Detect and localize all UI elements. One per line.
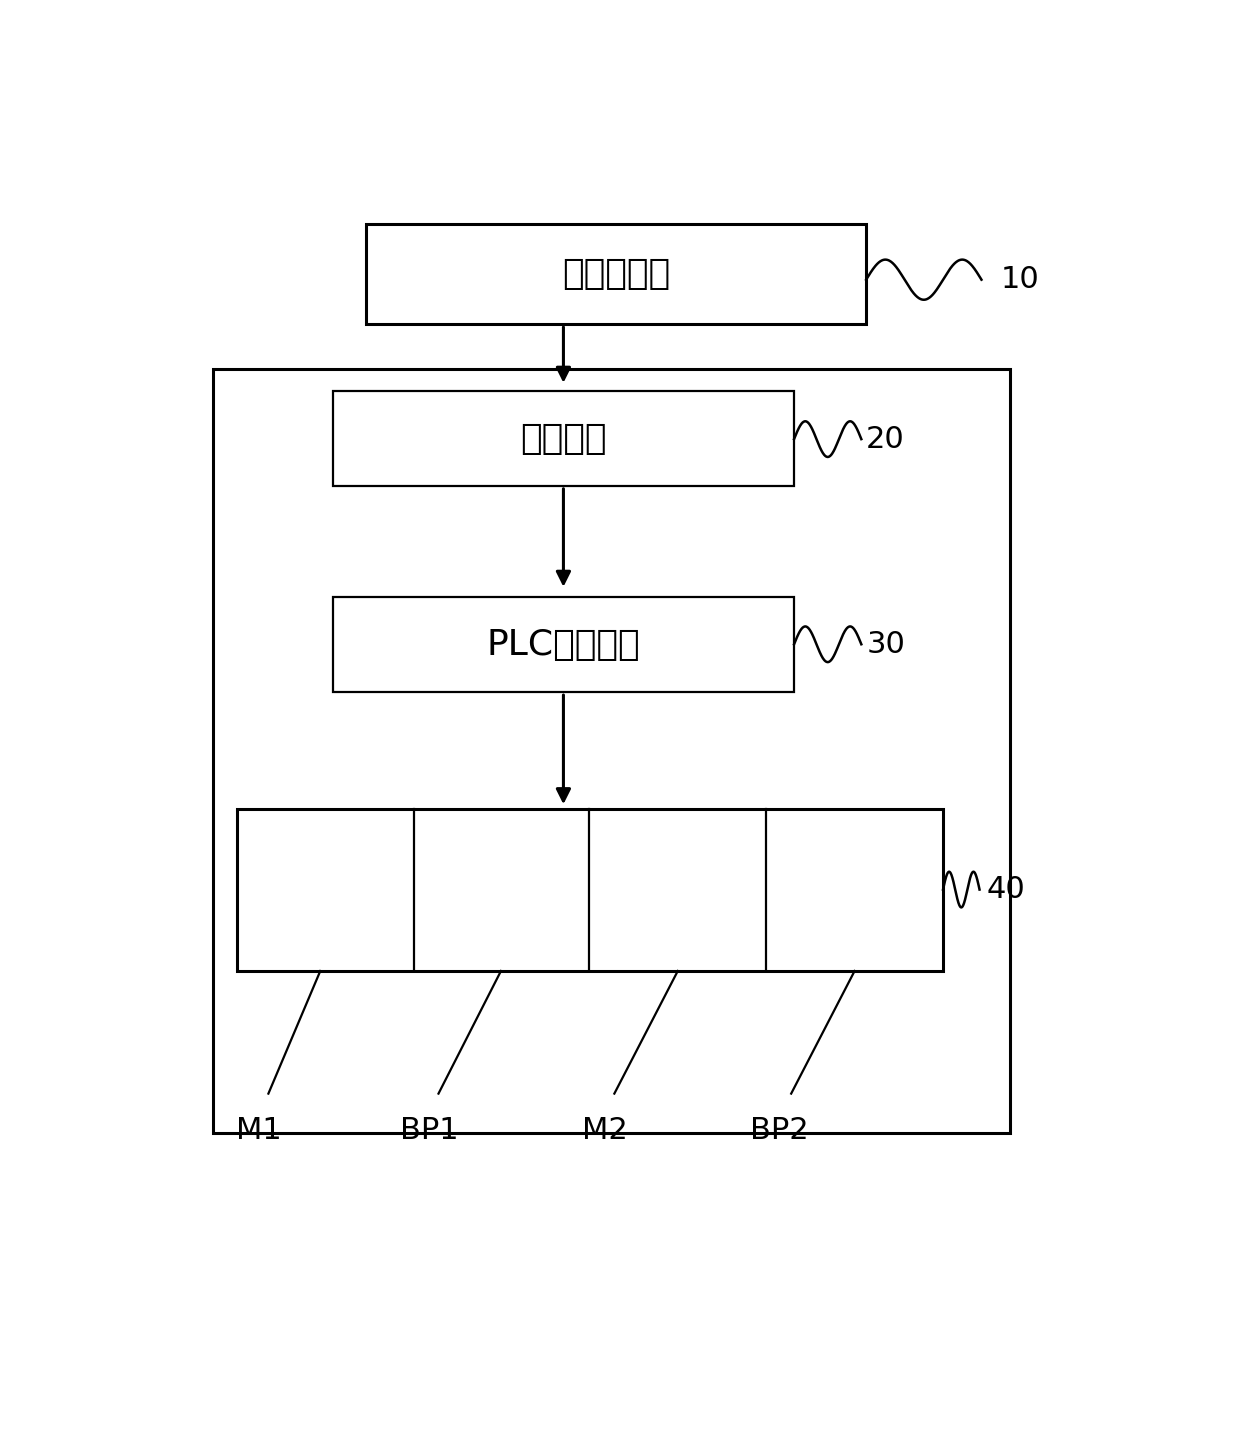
Text: M1: M1 xyxy=(236,1116,281,1145)
Text: 30: 30 xyxy=(866,630,905,659)
Text: BP2: BP2 xyxy=(750,1116,808,1145)
Bar xyxy=(332,598,794,692)
Text: PLC控制单元: PLC控制单元 xyxy=(486,628,640,662)
Text: 输入模块: 输入模块 xyxy=(520,421,606,456)
Text: 20: 20 xyxy=(866,424,905,453)
Text: M2: M2 xyxy=(582,1116,627,1145)
Bar xyxy=(367,224,866,324)
Text: BP1: BP1 xyxy=(399,1116,459,1145)
Text: 总进线电源: 总进线电源 xyxy=(562,258,671,291)
Text: 40: 40 xyxy=(986,875,1025,904)
Text: 10: 10 xyxy=(1001,265,1039,294)
Bar xyxy=(213,369,1011,1132)
Bar xyxy=(237,809,942,972)
Bar xyxy=(332,391,794,487)
